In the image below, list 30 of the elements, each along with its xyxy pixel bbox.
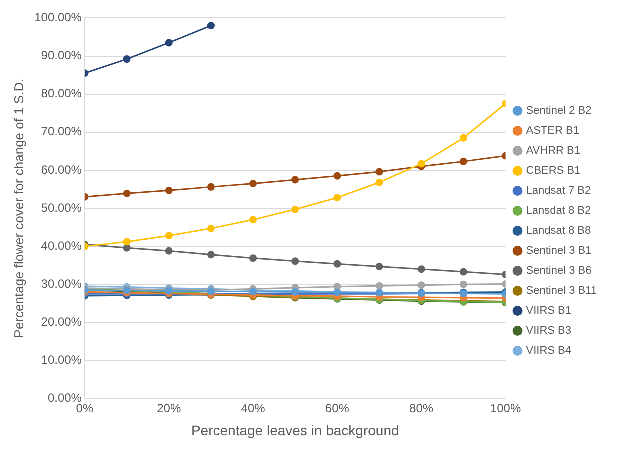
legend-label: Sentinel 3 B6 (526, 265, 592, 278)
y-tick-label: 50.00% (41, 200, 82, 215)
legend-label: AVHRR B1 (526, 145, 580, 158)
legend-label: CBERS B1 (526, 165, 581, 178)
y-tick-label: 80.00% (41, 86, 82, 101)
y-tick-label: 40.00% (41, 238, 82, 253)
legend-label: Sentinel 2 B2 (526, 105, 592, 118)
x-tick-label: 80% (410, 401, 434, 416)
legend-label: Landsat 8 B8 (526, 225, 592, 238)
y-tick-label: 20.00% (41, 314, 82, 329)
y-tick-label: 70.00% (41, 124, 82, 139)
legend-label: VIIRS B3 (526, 325, 572, 338)
legend-label: ASTER B1 (526, 125, 580, 138)
y-tick-label: 100.00% (34, 10, 82, 25)
legend-label: Landsat 7 B2 (526, 185, 592, 198)
x-tick-label: 40% (241, 401, 266, 416)
y-tick-label: 60.00% (41, 162, 82, 177)
y-axis-title: Percentage flower cover for change of 1 S.D. (11, 78, 26, 338)
x-tick-label: 100% (490, 401, 522, 416)
legend-label: Sentinel 3 B11 (526, 285, 598, 298)
x-tick-label: 20% (157, 401, 182, 416)
y-tick-label: 30.00% (41, 276, 82, 291)
y-tick-label: 90.00% (41, 48, 82, 63)
legend-label: VIIRS B4 (526, 345, 572, 358)
x-axis-title: Percentage leaves in background (191, 422, 400, 438)
x-tick-label: 60% (325, 401, 350, 416)
legend-label: Lansdat 8 B2 (526, 205, 592, 218)
y-tick-label: 10.00% (41, 353, 82, 368)
legend-label: Sentinel 3 B1 (526, 245, 592, 258)
legend-label: VIIRS B1 (526, 305, 572, 318)
